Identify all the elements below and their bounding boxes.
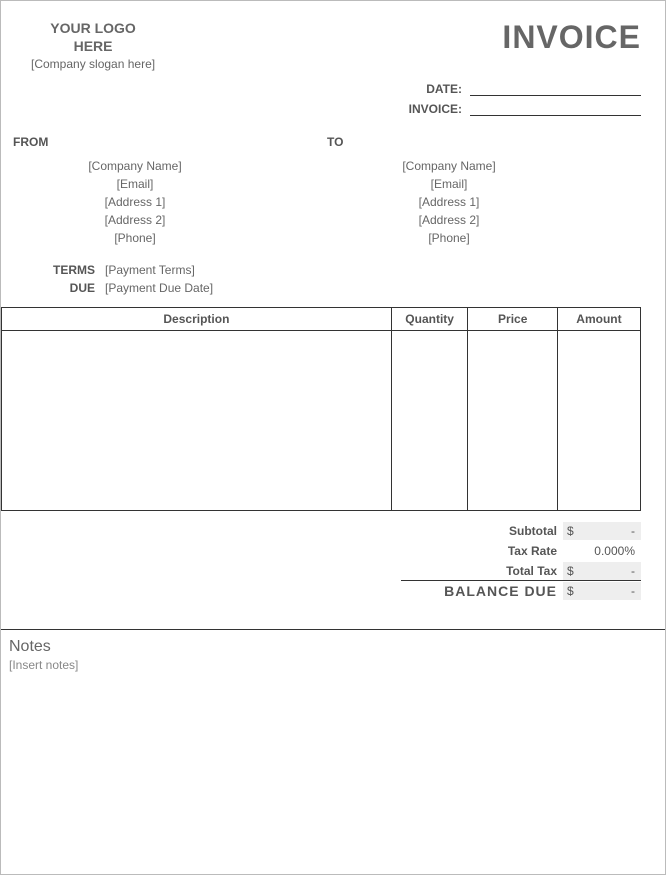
date-label: DATE:	[13, 82, 468, 96]
to-label: TO	[327, 135, 641, 149]
from-company: [Company Name]	[13, 157, 257, 175]
to-block: TO [Company Name] [Email] [Address 1] [A…	[327, 135, 641, 247]
due-label: DUE	[13, 281, 105, 295]
balance-label: BALANCE DUE	[443, 583, 563, 599]
taxrate-spacer	[563, 542, 585, 560]
terms-value: [Payment Terms]	[105, 263, 195, 277]
totaltax-label: Total Tax	[401, 564, 563, 578]
taxrate-label: Tax Rate	[443, 544, 563, 558]
invoice-number-field[interactable]	[470, 102, 641, 116]
to-address1: [Address 1]	[327, 193, 571, 211]
subtotal-value: -	[585, 522, 641, 540]
date-field[interactable]	[470, 82, 641, 96]
from-email: [Email]	[13, 175, 257, 193]
from-label: FROM	[13, 135, 327, 149]
from-phone: [Phone]	[13, 229, 257, 247]
cell-price[interactable]	[468, 331, 557, 511]
items-table: Description Quantity Price Amount	[1, 307, 641, 511]
to-company: [Company Name]	[327, 157, 571, 175]
terms-label: TERMS	[13, 263, 105, 277]
col-quantity: Quantity	[391, 308, 468, 331]
to-email: [Email]	[327, 175, 571, 193]
subtotal-row: Subtotal $ -	[1, 521, 641, 541]
totaltax-row: Total Tax $ -	[401, 561, 641, 581]
cell-amount[interactable]	[557, 331, 640, 511]
logo-block: YOUR LOGO HERE [Company slogan here]	[13, 19, 155, 71]
subtotal-label: Subtotal	[443, 524, 563, 538]
date-row: DATE:	[13, 79, 641, 99]
logo-line1: YOUR LOGO	[31, 19, 155, 37]
balance-value: -	[585, 582, 641, 600]
terms-block: TERMS [Payment Terms] DUE [Payment Due D…	[13, 261, 641, 297]
taxrate-value: 0.000%	[585, 542, 641, 560]
table-body-row	[2, 331, 641, 511]
from-address2: [Address 2]	[13, 211, 257, 229]
logo-line2: HERE	[31, 37, 155, 55]
notes-title: Notes	[9, 638, 641, 656]
company-slogan: [Company slogan here]	[31, 57, 155, 71]
notes-section: Notes [Insert notes]	[9, 638, 641, 672]
col-amount: Amount	[557, 308, 640, 331]
col-description: Description	[2, 308, 392, 331]
terms-row: TERMS [Payment Terms]	[13, 261, 641, 279]
divider	[1, 629, 665, 630]
subtotal-currency: $	[563, 522, 585, 540]
from-lines: [Company Name] [Email] [Address 1] [Addr…	[13, 157, 327, 247]
cell-quantity[interactable]	[391, 331, 468, 511]
invoice-page: YOUR LOGO HERE [Company slogan here] INV…	[0, 0, 666, 875]
notes-body[interactable]: [Insert notes]	[9, 658, 641, 672]
parties: FROM [Company Name] [Email] [Address 1] …	[13, 135, 641, 247]
balance-row: BALANCE DUE $ -	[1, 581, 641, 601]
to-address2: [Address 2]	[327, 211, 571, 229]
from-address1: [Address 1]	[13, 193, 257, 211]
table-header-row: Description Quantity Price Amount	[2, 308, 641, 331]
meta-block: DATE: INVOICE:	[13, 79, 641, 119]
to-phone: [Phone]	[327, 229, 571, 247]
totals-block: Subtotal $ - Tax Rate 0.000% Total Tax $…	[1, 521, 641, 601]
from-block: FROM [Company Name] [Email] [Address 1] …	[13, 135, 327, 247]
due-row: DUE [Payment Due Date]	[13, 279, 641, 297]
taxrate-row: Tax Rate 0.000%	[1, 541, 641, 561]
invoice-number-label: INVOICE:	[13, 102, 468, 116]
header: YOUR LOGO HERE [Company slogan here] INV…	[13, 19, 641, 71]
due-value: [Payment Due Date]	[105, 281, 213, 295]
totaltax-currency: $	[563, 562, 585, 580]
to-lines: [Company Name] [Email] [Address 1] [Addr…	[327, 157, 641, 247]
totaltax-value: -	[585, 562, 641, 580]
col-price: Price	[468, 308, 557, 331]
cell-description[interactable]	[2, 331, 392, 511]
invoice-title: INVOICE	[502, 19, 641, 71]
invoice-number-row: INVOICE:	[13, 99, 641, 119]
balance-currency: $	[563, 582, 585, 600]
